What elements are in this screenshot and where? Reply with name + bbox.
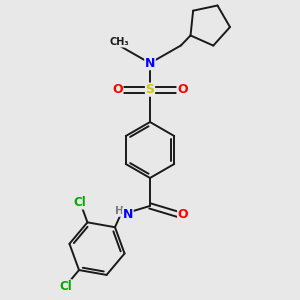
Text: N: N [123,208,133,221]
Text: Cl: Cl [74,196,87,209]
Text: S: S [146,83,154,96]
Text: CH₃: CH₃ [109,37,129,47]
Text: O: O [112,83,123,96]
Text: H: H [115,206,124,216]
Text: O: O [177,83,188,96]
Text: O: O [178,208,188,221]
Text: N: N [145,57,155,70]
Text: Cl: Cl [59,280,72,293]
